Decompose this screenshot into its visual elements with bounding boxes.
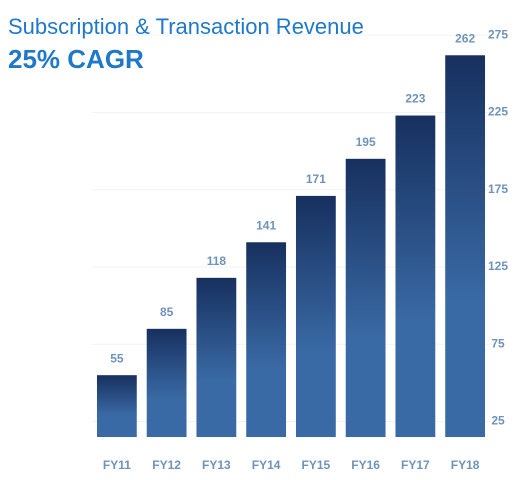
bar: [196, 277, 237, 437]
y-tick-label: 25: [491, 414, 505, 428]
y-tick-label: 275: [488, 27, 508, 41]
value-label: 55: [110, 351, 124, 365]
x-tick-label: FY15: [302, 458, 331, 472]
y-tick-label: 225: [488, 105, 508, 119]
bar: [445, 55, 486, 437]
bar: [246, 242, 287, 437]
value-label: 118: [207, 254, 227, 268]
bar: [345, 158, 386, 437]
value-label: 262: [455, 31, 475, 45]
value-label: 141: [256, 218, 276, 232]
x-tick-label: FY14: [252, 458, 281, 472]
chart-title: Subscription & Transaction Revenue: [8, 14, 364, 39]
value-label: 223: [405, 92, 425, 106]
value-label: 195: [356, 135, 376, 149]
x-tick-label: FY18: [451, 458, 480, 472]
y-tick-label: 175: [488, 182, 508, 196]
bar: [295, 195, 336, 437]
bar: [146, 328, 187, 437]
value-label: 85: [160, 305, 174, 319]
x-tick-label: FY12: [152, 458, 181, 472]
x-tick-label: FY17: [401, 458, 430, 472]
x-tick-label: FY11: [103, 458, 131, 472]
chart-subtitle: 25% CAGR: [8, 44, 144, 74]
y-tick-label: 75: [491, 336, 505, 350]
bar: [96, 375, 137, 437]
bar: [395, 115, 436, 437]
x-tick-label: FY13: [202, 458, 231, 472]
y-tick-label: 125: [488, 259, 508, 273]
value-label: 171: [306, 172, 326, 186]
x-tick-label: FY16: [351, 458, 380, 472]
